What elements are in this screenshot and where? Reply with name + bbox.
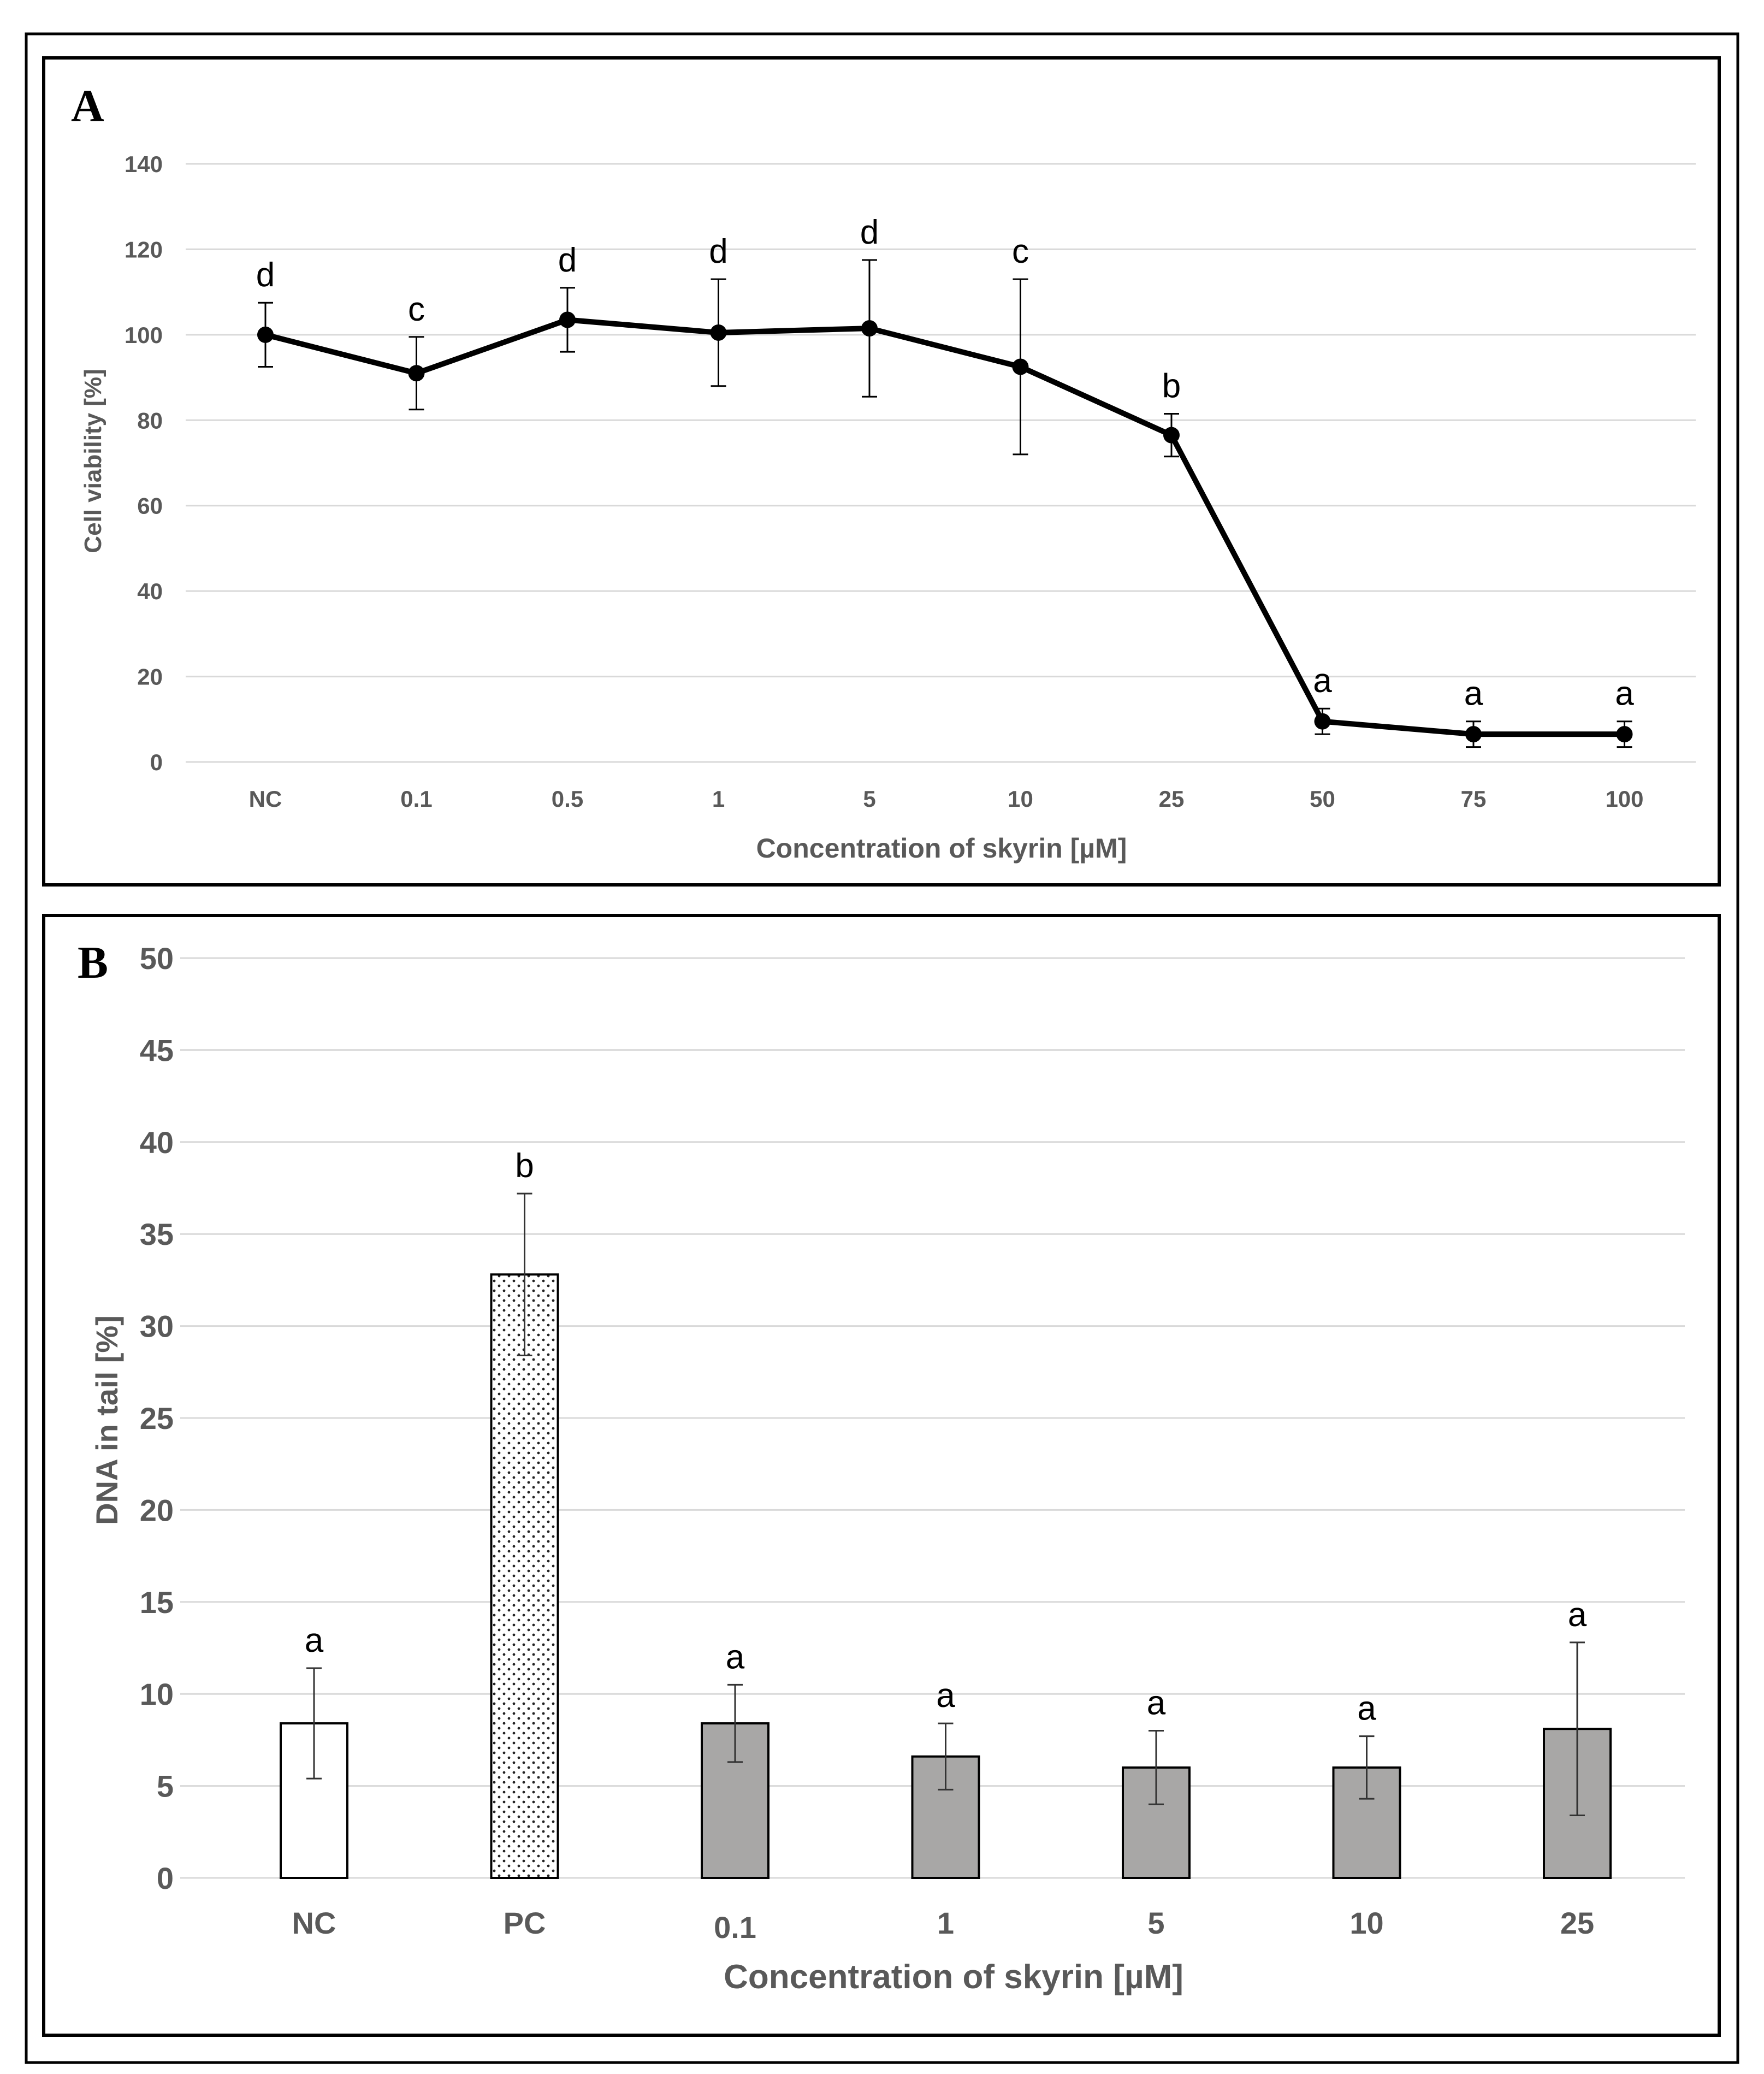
panel-b-y-tick-label: 10 [140,1677,174,1711]
panel-a-significance-letter: d [860,214,879,251]
panel-a-significance-letter: d [256,256,275,294]
panel-b-y-tick-label: 15 [140,1585,174,1620]
panel-a-significance-letter: c [1012,233,1029,270]
panel-b-significance-letter: a [726,1638,745,1676]
panel-a-significance-letter: a [1615,675,1634,713]
panel-a-significance-letter: a [1464,675,1483,713]
panel-a-y-tick-label: 100 [125,322,163,348]
panel-a-significance-letter: a [1313,662,1332,700]
panel-a-y-tick-label: 120 [125,237,163,262]
panel-a-x-tick-label: 0.1 [400,786,432,812]
panel-a-label: A [71,81,104,132]
panel-b-bar [490,1273,559,1879]
panel-a-x-tick-label: 1 [712,786,725,812]
panel-a-data-point [1314,713,1331,730]
panel-a-data-point [408,365,425,382]
panel-b-x-tick-label: 25 [1560,1906,1594,1940]
panel-a-y-tick-label: 20 [137,664,163,690]
panel-a: A 0 20 40 60 80 100 120 140 NC 0.1 0.5 1 5 10 25 50 75 1… [42,56,1721,887]
panel-b-y-tick-label: 45 [140,1033,174,1067]
panel-a-significance-letter: d [709,233,727,270]
panel-b-x-tick-label: 5 [1147,1906,1164,1940]
panel-a-data-point [1163,427,1180,444]
panel-b-significance-letter: b [515,1147,534,1185]
panel-b-significance-letter: a [305,1622,324,1659]
panel-b-significance-letter: a [1147,1685,1166,1722]
panel-b-x-tick-label: 1 [937,1906,954,1940]
panel-a-data-point [1012,358,1029,375]
panel-a-data-point [861,320,878,337]
panel-b-x-tick-label: PC [504,1906,546,1940]
panel-b-x-axis-label: Concentration of skyrin [µM] [724,1958,1183,1996]
panel-a-significance-letter: d [558,241,577,279]
panel-b-significance-letter: a [1357,1690,1376,1728]
figure-outer-border [25,32,1739,2064]
panel-a-x-tick-label: 0.5 [552,786,583,812]
panel-a-y-axis-label: Cell viability [%] [80,369,106,553]
panel-a-y-tick-label: 80 [137,407,163,433]
panel-a-significance-letter: b [1162,368,1181,405]
panel-a-series-line [264,317,1625,737]
panel-a-data-point [257,326,274,343]
panel-b-y-tick-label: 50 [140,941,174,976]
panel-a-significance-letter: c [408,291,425,328]
panel-a-x-tick-label: 25 [1159,786,1185,812]
panel-b-significance-letter: a [936,1677,955,1715]
panel-b-y-tick-label: 0 [157,1861,174,1895]
panel-a-data-point [710,324,727,341]
panel-b-x-tick-label: 10 [1349,1906,1383,1940]
panel-b-label: B [78,937,108,988]
panel-a-x-tick-label: 100 [1605,786,1643,812]
panel-a-y-tick-label: 60 [137,493,163,519]
panel-b-y-tick-label: 30 [140,1309,174,1344]
panel-a-x-tick-label: 75 [1461,786,1487,812]
panel-b-y-tick-label: 25 [140,1401,174,1435]
panel-b-y-axis-label: DNA in tail [%] [90,1315,124,1525]
panel-b-significance-letter: a [1568,1596,1587,1634]
panel-b-y-tick-label: 35 [140,1217,174,1251]
panel-a-y-tick-label: 40 [137,578,163,604]
panel-a-data-point [559,311,576,328]
panel-a-x-axis-label: Concentration of skyrin [µM] [756,833,1127,864]
panel-b-x-tick-label: 0.1 [714,1910,756,1945]
panel-a-x-tick-label: 5 [863,786,875,812]
panel-a-data-point [1465,726,1482,743]
panel-b-y-tick-label: 20 [140,1493,174,1527]
panel-a-x-tick-label: 10 [1008,786,1033,812]
panel-a-x-tick-label: 50 [1310,786,1335,812]
panel-a-y-tick-label: 0 [150,749,163,775]
panel-a-data-point [1616,726,1633,743]
panel-b-y-tick-label: 5 [157,1769,174,1804]
panel-b-x-tick-label: NC [292,1906,336,1940]
panel-a-y-tick-label: 140 [125,151,163,177]
panel-a-x-tick-label: NC [249,786,282,812]
panel-a-frame [42,56,1721,887]
panel-b-y-tick-label: 40 [140,1125,174,1160]
